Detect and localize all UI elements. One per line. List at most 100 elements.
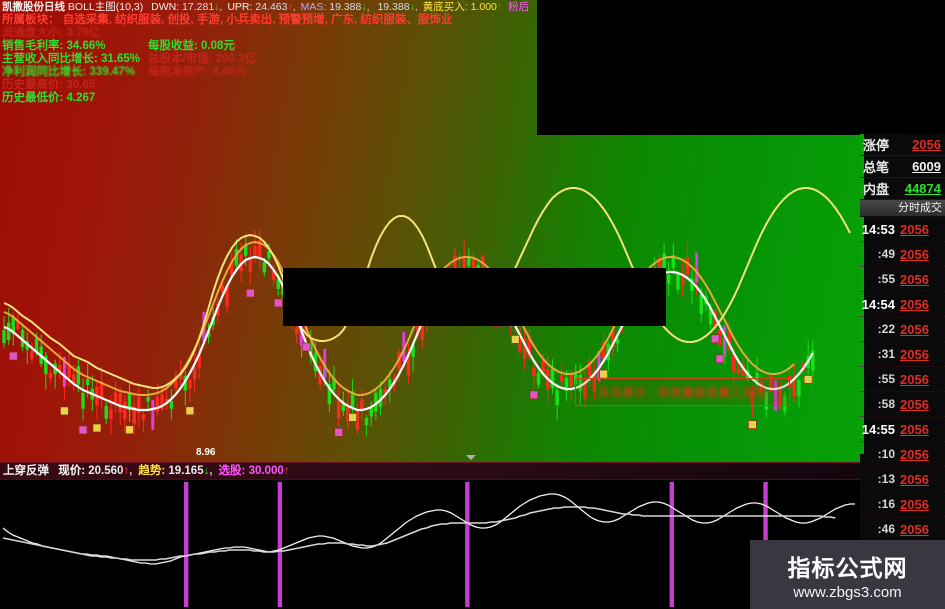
tick-row[interactable]: :10 2056 — [860, 442, 945, 467]
tick-row[interactable]: 14:53 2056 — [860, 217, 945, 242]
tick-row[interactable]: 14:54 2056 — [860, 292, 945, 317]
tick-time: :10 — [877, 447, 895, 461]
stat-secondary: 每股收益: 0.08元 — [148, 40, 235, 53]
stat-value: 30.65 — [66, 79, 96, 91]
tick-time: :16 — [877, 497, 895, 511]
site-watermark: 指标公式网 www.zbgs3.com — [750, 540, 945, 609]
right-quote-panel[interactable]: 涨停 2056 总笔 6009 内盘 44874 分时成交 14:53 2056:49 205… — [860, 0, 945, 609]
tick-row[interactable]: :22 2056 — [860, 317, 945, 342]
candle-body — [295, 327, 299, 335]
header-indicator-line: 凯撒股份日线 BOLL主图(10,3) DWN: 17.281↓, UPR: 24… — [2, 1, 860, 14]
tick-row[interactable]: :58 2056 — [860, 392, 945, 417]
tick-row[interactable]: :55 2056 — [860, 267, 945, 292]
candle-body — [676, 273, 680, 290]
candle-highlight — [62, 356, 66, 387]
tick-price: 2056 — [900, 221, 929, 237]
candle-body — [160, 394, 164, 409]
sub-indicator-canvas — [2, 482, 855, 607]
header-value-fields: DWN: 17.281↓, UPR: 24.463↑, MAS: 19.388↓, … — [146, 1, 529, 13]
candle-body — [769, 376, 773, 393]
sub-field-0: 现价: 20.560↑, — [58, 465, 132, 477]
tick-row[interactable]: :49 2056 — [860, 242, 945, 267]
candle-body — [132, 406, 136, 424]
signal-marker — [125, 425, 134, 435]
signal-marker — [748, 420, 757, 429]
stat-secondary: 总股本/市值: 200.3亿 — [148, 53, 256, 66]
signal-marker — [510, 335, 520, 344]
sub-indicator-panel[interactable]: 上穿反弹 现价: 20.560↑, 趋势: 19.165↓, 选股: 30.000↑ — [0, 462, 860, 609]
tick-row[interactable]: :55 2056 — [860, 367, 945, 392]
tick-row[interactable]: 14:55 2056 — [860, 417, 945, 442]
candle-body — [109, 409, 113, 419]
candle-body — [699, 294, 703, 314]
candle-body — [541, 360, 545, 372]
tick-time: :22 — [877, 322, 895, 336]
candle-body — [764, 392, 769, 410]
tick-row[interactable]: :16 2056 — [860, 492, 945, 517]
candle-body — [34, 338, 39, 352]
panel-green-edge — [860, 134, 864, 454]
tick-time: 14:54 — [861, 296, 895, 312]
quote-row-2[interactable]: 内盘 44874 — [860, 178, 945, 200]
candle-highlight — [723, 325, 726, 356]
candle-body — [192, 366, 197, 380]
candle-highlight — [151, 399, 155, 430]
header-field-arrow-4: ↑ — [496, 1, 503, 13]
signal-marker — [529, 390, 539, 400]
quote-row-0[interactable]: 涨停 2056 — [860, 134, 945, 156]
stat-row: 历史最高价: 30.65 — [2, 79, 860, 92]
sub-indicator-title-bar: 上穿反弹 现价: 20.560↑, 趋势: 19.165↓, 选股: 30.000↑ — [0, 462, 860, 480]
sub-field-label-1: 趋势: — [138, 465, 166, 477]
candle-body — [262, 262, 267, 273]
stat-label: 销售毛利率: — [2, 40, 67, 52]
candle-body — [685, 257, 690, 275]
tick-price: 2056 — [900, 471, 929, 487]
candle-body — [248, 258, 253, 272]
quote-row-1[interactable]: 总笔 6009 — [860, 156, 945, 178]
candle-body — [141, 414, 146, 420]
tick-trade-list[interactable]: 14:53 2056:49 2056:55 2056 14:54 2056:22 2056:… — [860, 217, 945, 547]
tick-price: 2056 — [900, 446, 929, 462]
header-field-3: 19.388↓, — [375, 1, 417, 13]
header-field-1: UPR: 24.463↑, — [227, 1, 295, 13]
header-field-label-1: UPR: — [227, 1, 253, 13]
stat-value: 200.3亿 — [215, 53, 257, 65]
candle-body — [467, 257, 471, 267]
signal-marker — [301, 342, 311, 352]
tick-time: :31 — [877, 347, 895, 361]
signal-marker — [185, 406, 195, 416]
candle-body — [220, 284, 225, 293]
tick-row[interactable]: :13 2056 — [860, 467, 945, 492]
sub-sep-0: , — [129, 465, 133, 477]
right-panel-top-redaction — [860, 0, 945, 134]
sub-field-2: 选股: 30.000↑ — [219, 465, 290, 477]
tab-timeline-trades[interactable]: 分时成交 — [860, 200, 945, 217]
header-field-value-2: 19.388 — [326, 1, 362, 13]
candle-body — [797, 380, 801, 397]
candle-body — [583, 379, 587, 399]
tick-row[interactable]: :31 2056 — [860, 342, 945, 367]
stat-value: 4.46元 — [212, 66, 247, 78]
tick-row[interactable]: :46 2056 — [860, 517, 945, 542]
signal-marker — [246, 288, 255, 298]
candle-body — [104, 405, 108, 419]
stat-value: 34.66% — [66, 40, 106, 52]
sub-field-arrow-0: ↑ — [123, 465, 130, 477]
stat-label: 净利润同比增长: — [2, 66, 90, 78]
candle-body — [146, 396, 150, 402]
signal-bar — [183, 482, 189, 607]
candle-body — [536, 373, 541, 385]
redaction-block-middle — [283, 268, 666, 326]
axis-cursor-marker[interactable] — [466, 455, 476, 460]
candle-body — [592, 371, 597, 392]
candle-body — [532, 367, 536, 376]
signal-marker — [92, 423, 102, 433]
main-kline-chart[interactable]: 8.96 买点提示：阳线量能放量三连阳 — [0, 0, 860, 462]
sub-series-line — [2, 493, 855, 565]
quote-label-0: 涨停 — [863, 138, 890, 153]
stat-value: 3.79亿 — [66, 27, 101, 39]
signal-bar — [465, 482, 470, 607]
band-line — [3, 240, 795, 396]
candle-body — [118, 392, 122, 413]
